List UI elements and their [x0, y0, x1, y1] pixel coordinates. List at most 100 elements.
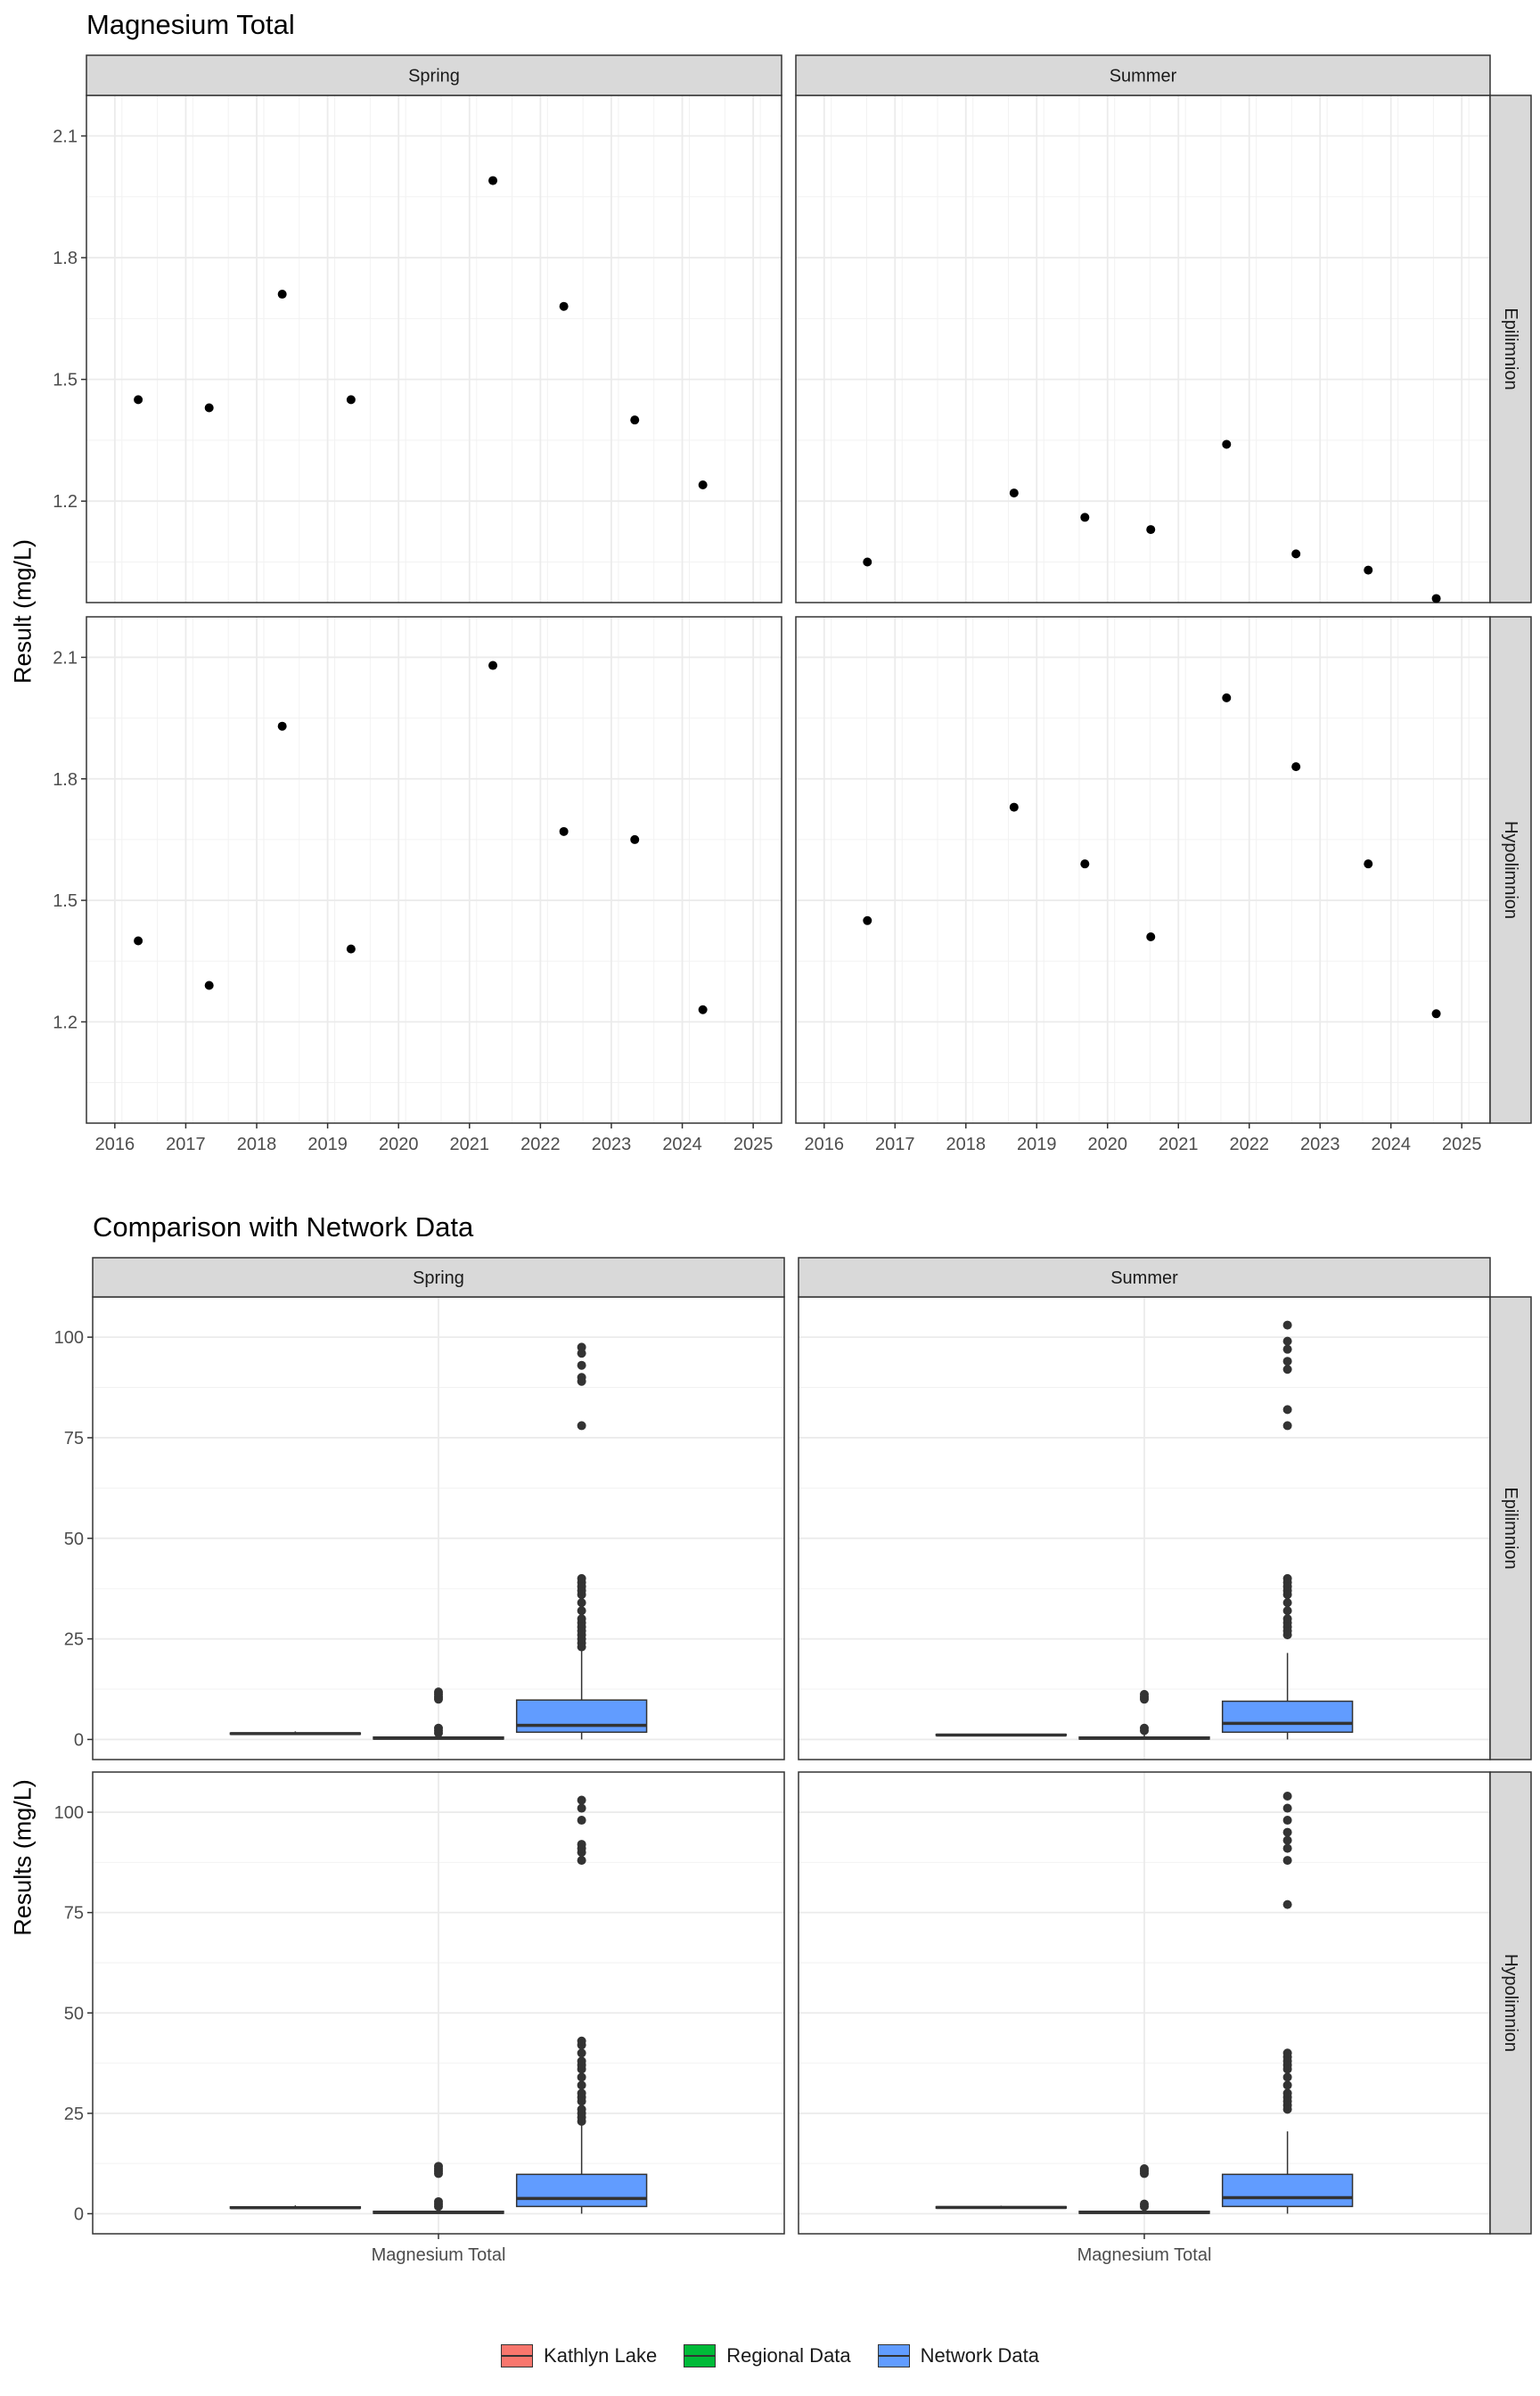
- outlier-point-network-data-spring-hypolimnion: [577, 2088, 586, 2098]
- box-network-data-spring-epilimnion: [515, 1699, 648, 1734]
- scatter-panel-summer-epilimnion: [796, 95, 1490, 603]
- outlier-point-network-data-spring-epilimnion: [577, 1573, 586, 1583]
- outlier-point-regional-data-summer-epilimnion: [1140, 1723, 1149, 1733]
- outlier-point-regional-data-spring-epilimnion: [434, 1723, 443, 1733]
- strip-epilimnion: [1489, 94, 1532, 603]
- outlier-point-network-data-spring-hypolimnion: [577, 2048, 586, 2058]
- strip-hypolimnion: [1489, 1771, 1532, 2235]
- x-tick-label: 2025: [1442, 1135, 1482, 1154]
- legend-item-kathlyn-lake: Kathlyn Lake: [501, 2344, 657, 2367]
- data-point-spring-hypolimnion: [134, 936, 143, 946]
- legend-key-network-data: [877, 2344, 910, 2367]
- data-point-summer-epilimnion: [863, 557, 872, 567]
- data-point-spring-epilimnion: [204, 403, 214, 413]
- outlier-point-network-data-spring-epilimnion: [577, 1342, 586, 1352]
- legend-label-regional-data: Regional Data: [726, 2344, 851, 2367]
- x-tick-label: 2018: [946, 1135, 987, 1154]
- strip-epilimnion: [1489, 1296, 1532, 1760]
- data-point-summer-epilimnion: [1009, 488, 1019, 498]
- x-tick-label: 2025: [733, 1135, 774, 1154]
- outlier-point-regional-data-spring-hypolimnion: [434, 2196, 443, 2206]
- data-point-spring-epilimnion: [488, 176, 498, 185]
- strip-hypolimnion: [1489, 616, 1532, 1124]
- legend-item-regional-data: Regional Data: [684, 2344, 851, 2367]
- strip-label-hypolimnion: Hypolimnion: [1501, 1954, 1520, 2052]
- outlier-point-regional-data-summer-hypolimnion: [1140, 2199, 1149, 2209]
- strip-label-summer: Summer: [1110, 1268, 1178, 1288]
- data-point-summer-hypolimnion: [1364, 859, 1373, 869]
- strip-spring: [86, 54, 782, 96]
- legend-label-kathlyn-lake: Kathlyn Lake: [544, 2344, 658, 2367]
- outlier-point-network-data-summer-hypolimnion: [1282, 2088, 1292, 2098]
- data-point-spring-epilimnion: [559, 301, 569, 311]
- data-point-summer-hypolimnion: [1080, 859, 1090, 869]
- outlier-point-network-data-spring-hypolimnion: [577, 2036, 586, 2046]
- data-point-summer-epilimnion: [1364, 565, 1373, 575]
- outlier-point-network-data-summer-epilimnion: [1282, 1344, 1292, 1354]
- y-tick-label: 1.2: [53, 492, 78, 512]
- outlier-point-network-data-spring-hypolimnion: [577, 2056, 586, 2066]
- y-tick-label: 2.1: [53, 648, 78, 668]
- strip-label-hypolimnion: Hypolimnion: [1501, 821, 1520, 919]
- x-tick-label: 2023: [592, 1135, 632, 1154]
- data-point-summer-hypolimnion: [1291, 762, 1301, 772]
- x-tick-label: 2022: [520, 1135, 561, 1154]
- x-tick-label: 2017: [166, 1135, 206, 1154]
- strip-summer: [798, 1257, 1491, 1298]
- data-point-summer-hypolimnion: [1222, 693, 1232, 702]
- box-network-data-spring-hypolimnion: [515, 2173, 648, 2208]
- data-point-summer-hypolimnion: [863, 915, 872, 925]
- x-tick-label: 2023: [1300, 1135, 1340, 1154]
- scatter-panel-spring-epilimnion: [86, 95, 782, 603]
- x-tick-label: 2016: [95, 1135, 135, 1154]
- x-tick-label: 2020: [1088, 1135, 1128, 1154]
- outlier-point-regional-data-summer-hypolimnion: [1140, 2164, 1149, 2174]
- y-tick-label: 100: [54, 1803, 84, 1823]
- y-tick-label: 1.5: [53, 371, 78, 390]
- outlier-point-network-data-spring-epilimnion: [577, 1606, 586, 1616]
- outlier-point-network-data-summer-hypolimnion: [1282, 1827, 1292, 1837]
- data-point-spring-hypolimnion: [204, 981, 214, 990]
- outlier-point-network-data-summer-epilimnion: [1282, 1597, 1292, 1607]
- y-tick-label: 50: [64, 1530, 84, 1549]
- outlier-point-network-data-spring-epilimnion: [577, 1373, 586, 1383]
- top-plot-title: Magnesium Total: [86, 9, 295, 40]
- scatter-panel-border-spring-hypolimnion: [86, 616, 782, 1124]
- strip-label-spring: Spring: [408, 67, 460, 86]
- data-point-spring-epilimnion: [698, 480, 708, 489]
- outlier-point-network-data-summer-hypolimnion: [1282, 1803, 1292, 1813]
- x-tick-label: 2016: [805, 1135, 845, 1154]
- y-tick-label: 2.1: [53, 127, 78, 147]
- outlier-point-network-data-summer-hypolimnion: [1282, 2048, 1292, 2058]
- data-point-summer-epilimnion: [1291, 549, 1301, 559]
- legend-label-network-data: Network Data: [920, 2344, 1039, 2367]
- outlier-point-network-data-summer-hypolimnion: [1282, 1900, 1292, 1909]
- data-point-spring-hypolimnion: [630, 834, 640, 844]
- outlier-point-network-data-summer-epilimnion: [1282, 1336, 1292, 1346]
- data-point-summer-hypolimnion: [1431, 1009, 1441, 1019]
- outlier-point-network-data-summer-hypolimnion: [1282, 1835, 1292, 1845]
- outlier-point-network-data-summer-epilimnion: [1282, 1320, 1292, 1330]
- data-point-spring-epilimnion: [346, 395, 356, 405]
- x-tick-label: 2019: [307, 1135, 348, 1154]
- outlier-point-network-data-spring-hypolimnion: [577, 1795, 586, 1805]
- outlier-point-network-data-spring-hypolimnion: [577, 1816, 586, 1826]
- x-tick-label: 2018: [237, 1135, 277, 1154]
- outlier-point-network-data-summer-hypolimnion: [1282, 2072, 1292, 2082]
- x-tick-label: 2021: [1159, 1135, 1199, 1154]
- outlier-point-network-data-summer-hypolimnion: [1282, 1856, 1292, 1866]
- scatter-panel-spring-hypolimnion: [86, 617, 782, 1123]
- outlier-point-network-data-spring-hypolimnion: [577, 2072, 586, 2082]
- outlier-point-regional-data-spring-epilimnion: [434, 1687, 443, 1697]
- strip-label-epilimnion: Epilimnion: [1501, 1487, 1520, 1569]
- y-tick-label: 1.8: [53, 770, 78, 790]
- y-tick-label: 0: [74, 1730, 84, 1750]
- box-network-data-summer-hypolimnion: [1221, 2173, 1354, 2208]
- outlier-point-network-data-spring-epilimnion: [577, 1360, 586, 1370]
- data-point-spring-epilimnion: [630, 415, 640, 425]
- x-tick-label: 2024: [1371, 1135, 1411, 1154]
- outlier-point-network-data-summer-hypolimnion: [1282, 1843, 1292, 1853]
- outlier-point-network-data-summer-epilimnion: [1282, 1405, 1292, 1415]
- data-point-summer-epilimnion: [1222, 439, 1232, 449]
